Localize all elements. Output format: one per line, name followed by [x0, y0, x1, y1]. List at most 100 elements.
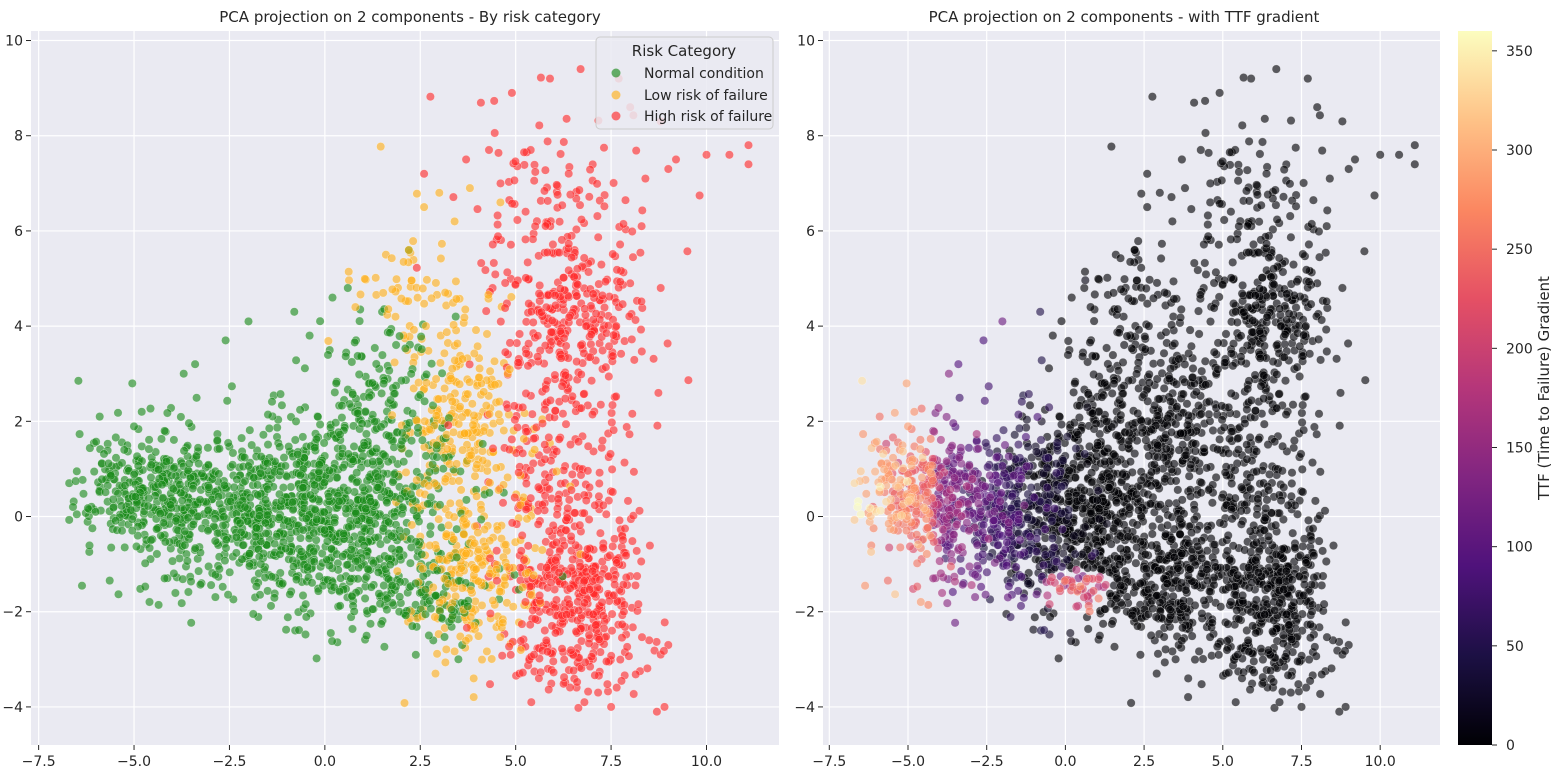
scatter-point	[1275, 508, 1284, 518]
x-tick-label: 5.0	[505, 754, 527, 770]
scatter-point	[546, 395, 555, 405]
scatter-point	[597, 260, 606, 269]
scatter-point	[1254, 434, 1264, 444]
scatter-point	[541, 165, 550, 175]
scatter-point	[390, 357, 399, 367]
scatter-point	[171, 516, 181, 526]
scatter-point	[344, 522, 354, 532]
scatter-point	[575, 520, 585, 530]
scatter-point	[1144, 378, 1154, 388]
scatter-point	[522, 514, 532, 524]
scatter-point	[548, 240, 558, 249]
scatter-point	[144, 444, 154, 454]
scatter-point	[575, 562, 585, 571]
scatter-point	[427, 293, 436, 303]
scatter-point	[277, 496, 286, 506]
scatter-point	[465, 359, 474, 369]
scatter-point	[492, 546, 502, 556]
scatter-point	[243, 516, 253, 526]
scatter-point	[449, 535, 459, 544]
scatter-point	[695, 191, 704, 200]
scatter-point	[1194, 329, 1204, 339]
scatter-point	[440, 658, 450, 667]
scatter-point	[155, 509, 165, 518]
scatter-point	[1078, 351, 1088, 361]
scatter-point	[516, 636, 526, 646]
scatter-point	[83, 503, 93, 513]
scatter-point	[1292, 277, 1302, 286]
chart-right: −7.5 −5.0 −2.5 0.0 2.5 5.0 7.5 10.0 −4−20246810…	[794, 8, 1440, 770]
scatter-point	[628, 536, 637, 546]
scatter-point	[378, 523, 388, 533]
scatter-point	[577, 215, 586, 225]
scatter-point	[343, 449, 353, 459]
scatter-point	[432, 441, 442, 450]
scatter-point	[615, 240, 625, 249]
scatter-point	[195, 580, 205, 590]
scatter-point	[593, 232, 603, 242]
scatter-point	[310, 443, 320, 453]
scatter-point	[444, 520, 453, 530]
scatter-point	[636, 557, 646, 566]
scatter-point	[423, 499, 433, 509]
scatter-point	[387, 253, 397, 263]
scatter-point	[485, 553, 495, 563]
scatter-point	[601, 509, 611, 519]
scatter-point	[177, 598, 187, 608]
scatter-point	[603, 572, 613, 581]
legend: Risk Category Normal condition Low risk …	[595, 36, 774, 130]
scatter-point	[188, 484, 198, 493]
scatter-point	[476, 515, 486, 524]
scatter-point	[255, 511, 264, 521]
scatter-point	[1211, 472, 1221, 482]
scatter-point	[1298, 400, 1308, 410]
scatter-point	[488, 240, 498, 249]
scatter-point	[1289, 260, 1298, 269]
scatter-point	[101, 487, 110, 497]
scatter-point	[71, 476, 81, 486]
scatter-points-left	[64, 64, 753, 717]
scatter-point	[130, 492, 140, 502]
scatter-point	[296, 547, 306, 556]
scatter-point	[496, 317, 506, 326]
scatter-point	[289, 307, 299, 317]
scatter-point	[396, 532, 406, 542]
scatter-point	[515, 329, 524, 339]
legend-label-normal: Normal condition	[644, 66, 764, 82]
scatter-point	[1329, 541, 1338, 550]
x-tick-label: −7.5	[22, 754, 56, 770]
scatter-point	[145, 597, 154, 607]
scatter-point	[1236, 506, 1246, 516]
scatter-point	[1189, 98, 1199, 108]
scatter-point	[162, 457, 171, 466]
scatter-point	[607, 626, 617, 636]
scatter-point	[375, 539, 385, 549]
scatter-point	[598, 346, 607, 355]
scatter-point	[160, 537, 170, 547]
scatter-point	[552, 467, 562, 476]
scatter-point	[350, 337, 360, 347]
scatter-point	[683, 246, 692, 256]
scatter-point	[561, 419, 571, 429]
scatter-point	[352, 408, 362, 418]
scatter-point	[460, 428, 469, 438]
scatter-point	[469, 349, 479, 358]
scatter-point	[485, 478, 495, 488]
scatter-point	[328, 293, 337, 302]
scatter-point	[240, 502, 250, 512]
scatter-point	[175, 480, 185, 489]
scatter-point	[540, 626, 550, 635]
scatter-point	[193, 443, 203, 453]
scatter-point	[407, 275, 416, 285]
scatter-point	[379, 642, 389, 652]
scatter-point	[556, 284, 565, 294]
scatter-point	[407, 621, 417, 631]
scatter-point	[401, 467, 411, 477]
scatter-point	[422, 369, 431, 379]
scatter-point	[493, 231, 503, 241]
scatter-point	[105, 576, 115, 585]
scatter-point	[523, 257, 533, 267]
scatter-point	[129, 470, 139, 479]
scatter-point	[632, 546, 642, 556]
